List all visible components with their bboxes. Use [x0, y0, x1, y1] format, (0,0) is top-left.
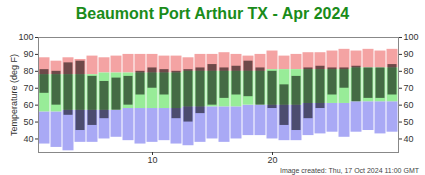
- html-text:Beaumont Port Arthur TX - Apr: Beaumont Port Arthur TX - Apr 2024: [75, 5, 350, 22]
- svg-text:80: 80: [23, 66, 33, 76]
- svg-text:100: 100: [404, 32, 419, 42]
- svg-text:60: 60: [404, 100, 414, 110]
- svg-text:90: 90: [404, 49, 414, 59]
- svg-text:80: 80: [404, 66, 414, 76]
- svg-text:100: 100: [18, 32, 33, 42]
- html-text:Image created: Thu, 17 Oct 202: Image created: Thu, 17 Oct 2024 11:00 GM…: [280, 167, 419, 174]
- svg-text:70: 70: [23, 83, 33, 93]
- svg-text:40: 40: [404, 134, 414, 144]
- svg-text:90: 90: [23, 49, 33, 59]
- svg-text:Temperature (deg F): Temperature (deg F): [9, 54, 19, 136]
- svg-text:70: 70: [404, 83, 414, 93]
- svg-text:60: 60: [23, 100, 33, 110]
- svg-text:20: 20: [267, 155, 277, 165]
- svg-text:40: 40: [23, 134, 33, 144]
- svg-text:10: 10: [147, 155, 157, 165]
- svg-text:50: 50: [404, 117, 414, 127]
- svg-text:50: 50: [23, 117, 33, 127]
